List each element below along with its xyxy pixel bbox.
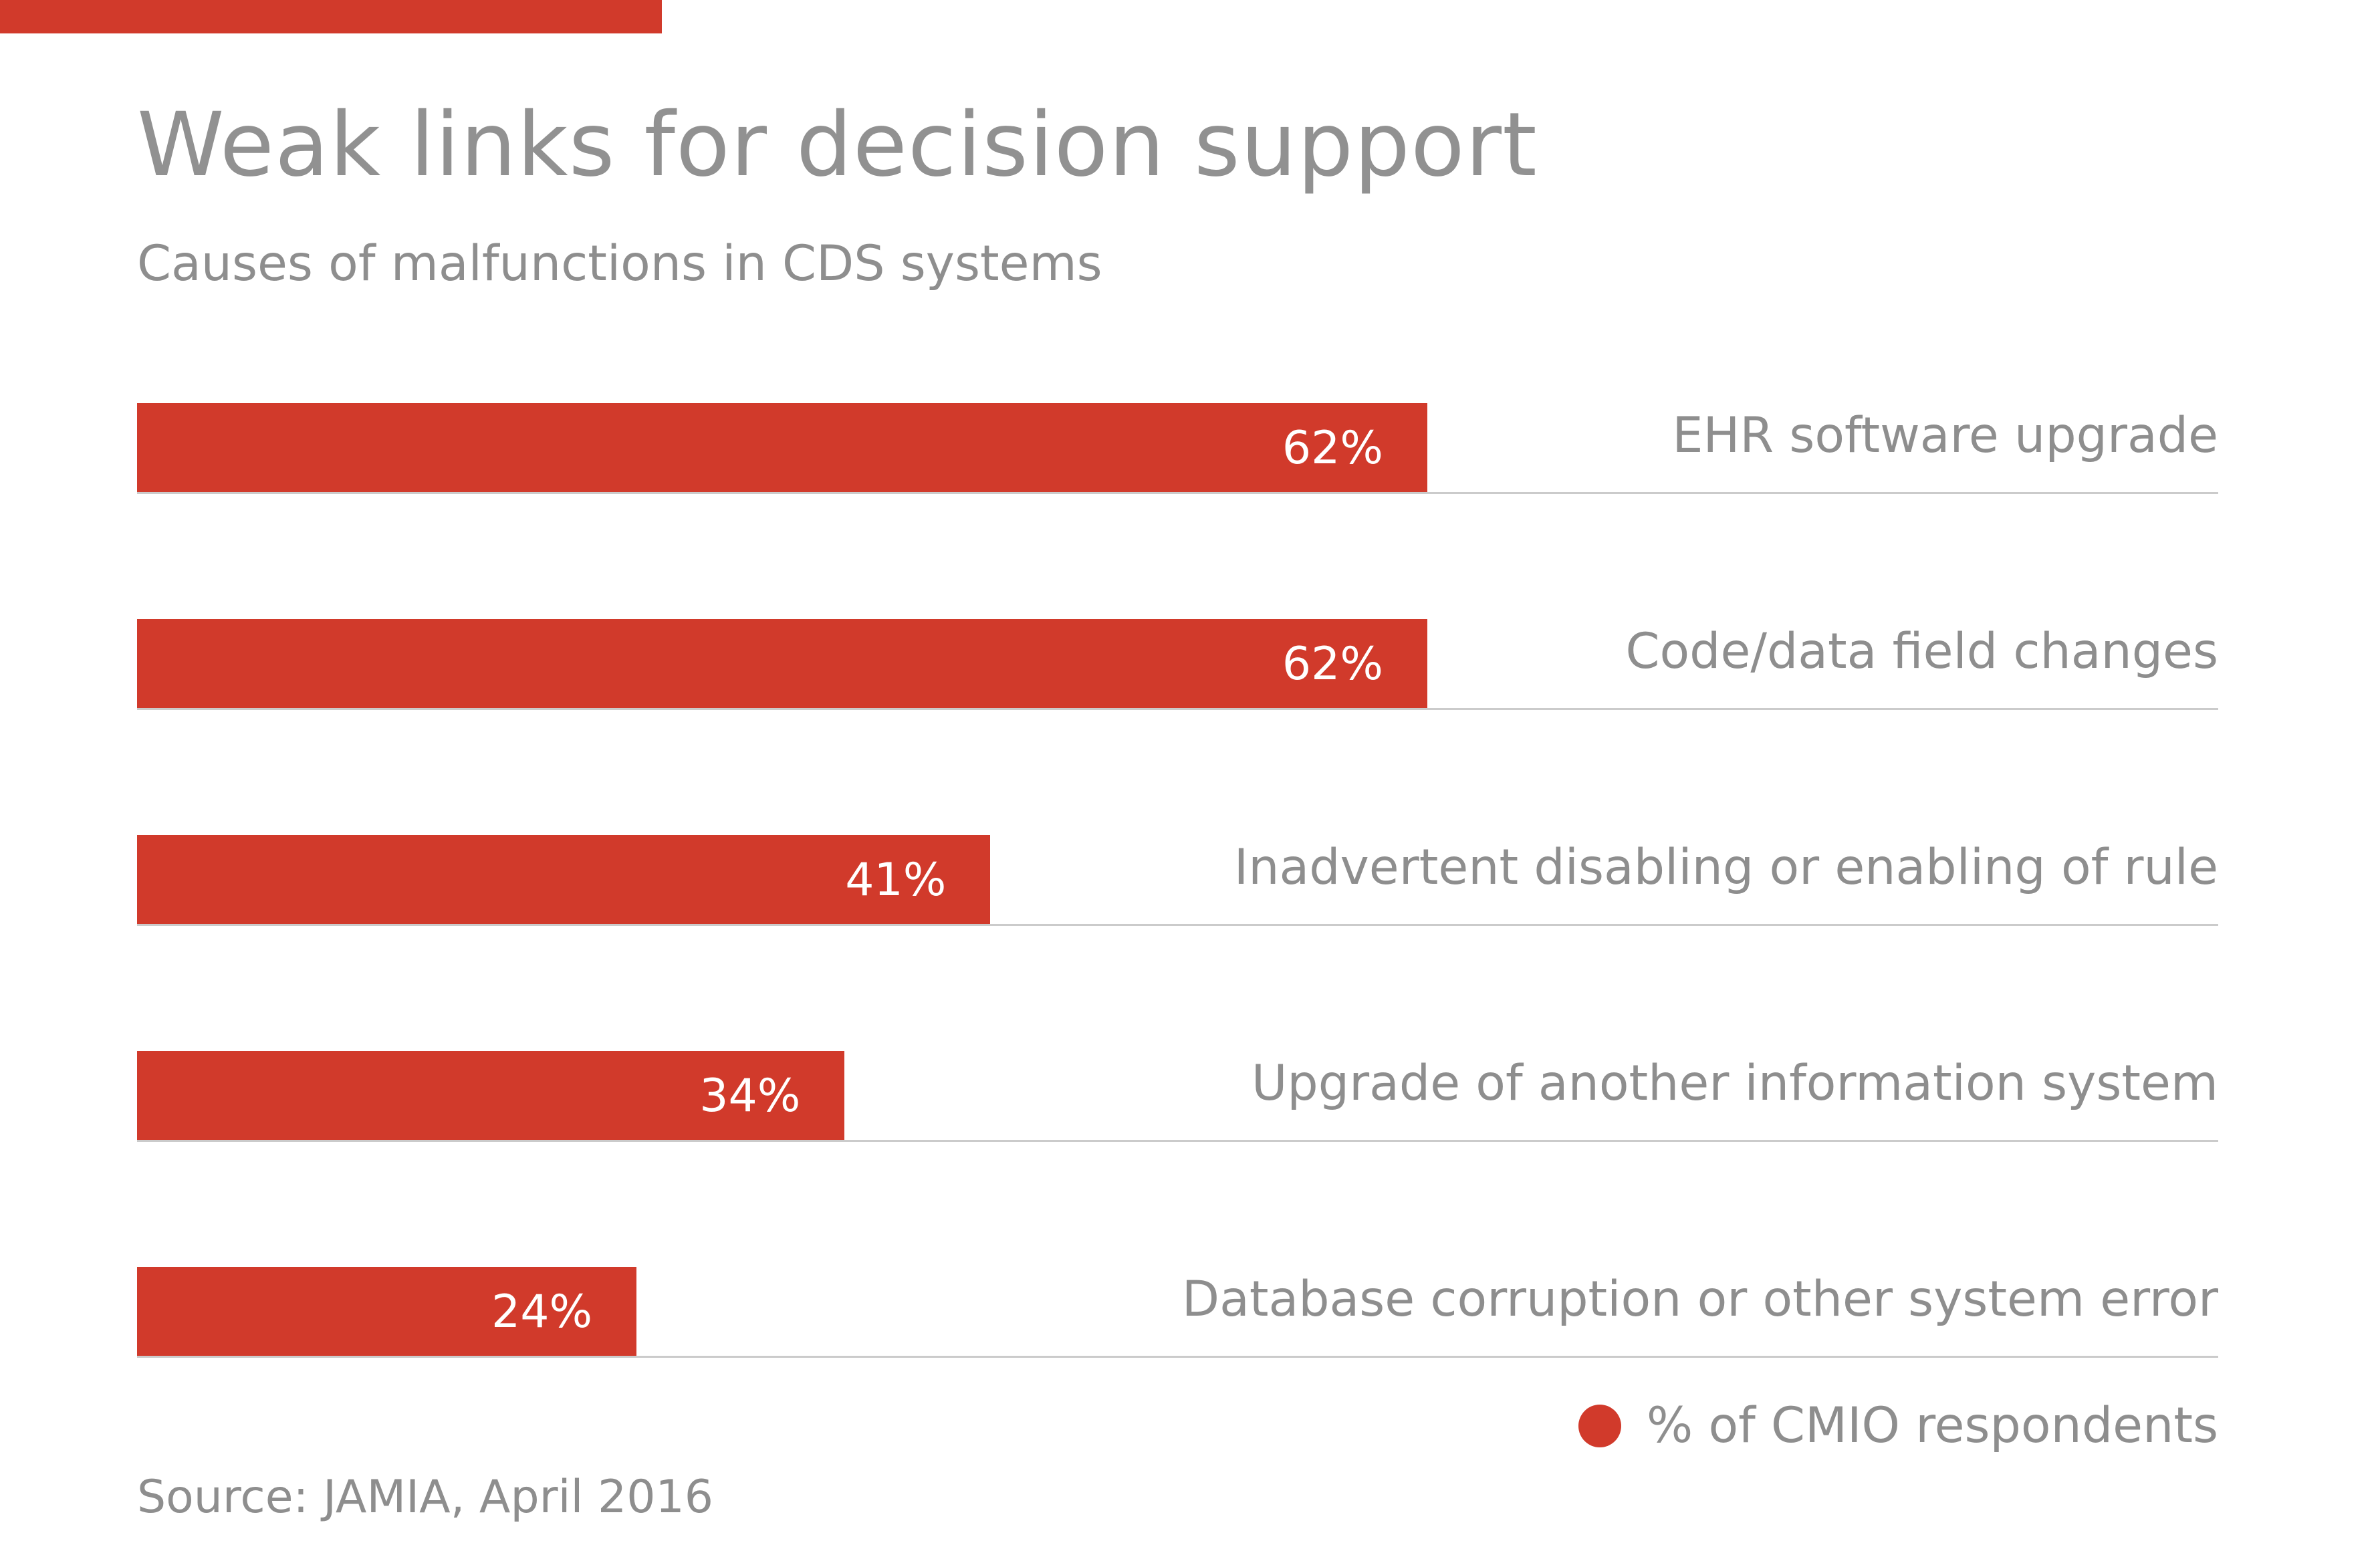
bar-value-label: 24% [491, 1286, 593, 1338]
top-accent-bar [0, 0, 662, 33]
chart-row: 24% Database corruption or other system … [137, 1142, 2218, 1358]
bar: 34% [137, 1051, 845, 1140]
category-label: EHR software upgrade [1672, 407, 2218, 464]
bar: 62% [137, 403, 1428, 492]
bar-value-label: 62% [1282, 422, 1384, 475]
chart-rows: 62% EHR software upgrade 62% Code/data f… [137, 278, 2218, 1358]
category-label: Database corruption or other system erro… [1181, 1271, 2218, 1328]
bar: 62% [137, 619, 1428, 708]
category-label: Upgrade of another information system [1252, 1055, 2218, 1112]
bar: 41% [137, 835, 991, 924]
bar-value-label: 62% [1282, 638, 1384, 691]
source-note: Source: JAMIA, April 2016 [137, 1471, 714, 1524]
chart-title: Weak links for decision support [137, 94, 1538, 197]
chart-row: 62% EHR software upgrade [137, 278, 2218, 494]
legend: % of CMIO respondents [1578, 1397, 2218, 1454]
chart-subtitle: Causes of malfunctions in CDS systems [137, 235, 1102, 292]
bar: 24% [137, 1267, 637, 1356]
chart-row: 41% Inadvertent disabling or enabling of… [137, 710, 2218, 926]
category-label: Code/data field changes [1625, 623, 2218, 680]
bar-value-label: 41% [845, 854, 947, 907]
chart-row: 62% Code/data field changes [137, 494, 2218, 710]
legend-label: % of CMIO respondents [1646, 1397, 2218, 1454]
bar-value-label: 34% [699, 1070, 801, 1122]
legend-dot-icon [1578, 1404, 1621, 1447]
category-label: Inadvertent disabling or enabling of rul… [1233, 839, 2218, 896]
chart-row: 34% Upgrade of another information syste… [137, 926, 2218, 1142]
